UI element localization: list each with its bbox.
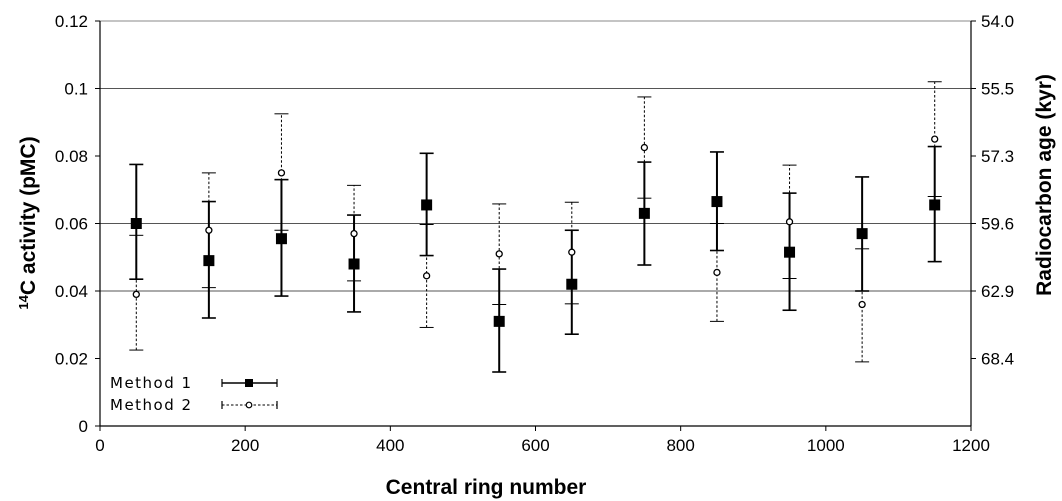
x-axis-title: Central ring number [386,476,587,499]
series-method-2 [129,81,942,363]
secondary-y-tick-label: 55.5 [981,80,1014,99]
y-tick-label: 0.06 [55,215,88,234]
data-point [132,290,140,299]
legend-label: Method 2 [110,396,193,414]
data-point [711,196,723,208]
x-tick-label: 400 [376,436,404,455]
x-tick-label: 0 [95,436,104,455]
legend-label: Method 1 [110,374,193,392]
data-point [277,169,286,177]
data-point [931,135,939,143]
data-point [495,250,503,258]
secondary-y-tick-label: 68.4 [981,350,1014,369]
data-point [205,226,213,234]
data-point [422,272,431,280]
x-tick-label: 200 [231,436,259,455]
data-point [638,207,650,219]
data-point [348,258,360,270]
x-tick-label: 800 [666,436,694,455]
secondary-y-tick-label: 54.0 [981,12,1014,31]
y-axis-title-main: C activity (pMC) [17,136,40,295]
y-axis-title-superscript: 14 [16,294,31,309]
secondary-y-tick-label: 59.6 [981,215,1014,234]
secondary-y-tick-label: 57.3 [981,147,1014,166]
data-point [130,218,142,229]
data-point [858,300,866,309]
data-point [350,229,358,238]
secondary-y-axis-title: Radiocarbon age (kyr) [1033,74,1056,296]
legend: Method 1 Method 2 [110,374,278,414]
data-point [421,199,433,211]
y-axis: 0 0.02 0.04 0.06 0.08 0.1 0.12 [55,12,101,436]
series-method-1 [129,145,942,373]
data-point [713,268,721,277]
data-point [568,248,576,256]
data-point [784,246,796,258]
y-tick-label: 0.08 [55,147,88,166]
y-tick-label: 0 [79,417,88,436]
data-point [785,218,794,226]
x-tick-label: 600 [521,436,549,455]
y-tick-label: 0.1 [64,80,88,99]
data-point [929,199,941,211]
secondary-y-axis: 54.0 55.5 57.3 59.6 62.9 68.4 [970,12,1014,426]
data-point [856,228,868,240]
x-tick-label: 1000 [807,436,845,455]
y-tick-label: 0.04 [55,282,88,301]
x-axis: 0 200 400 600 800 1000 1200 [95,425,990,455]
data-point [275,233,287,245]
legend-marker [245,379,253,387]
secondary-y-tick-label: 62.9 [981,282,1014,301]
y-tick-label: 0.12 [55,12,88,31]
x-tick-label: 1200 [952,436,990,455]
legend-marker [245,401,253,409]
data-point [640,143,649,152]
y-axis-title: 14C activity (pMC) [16,136,40,309]
data-series [129,81,942,373]
y-tick-label: 0.02 [55,350,88,369]
data-point [493,315,505,327]
gridlines [100,88,971,292]
